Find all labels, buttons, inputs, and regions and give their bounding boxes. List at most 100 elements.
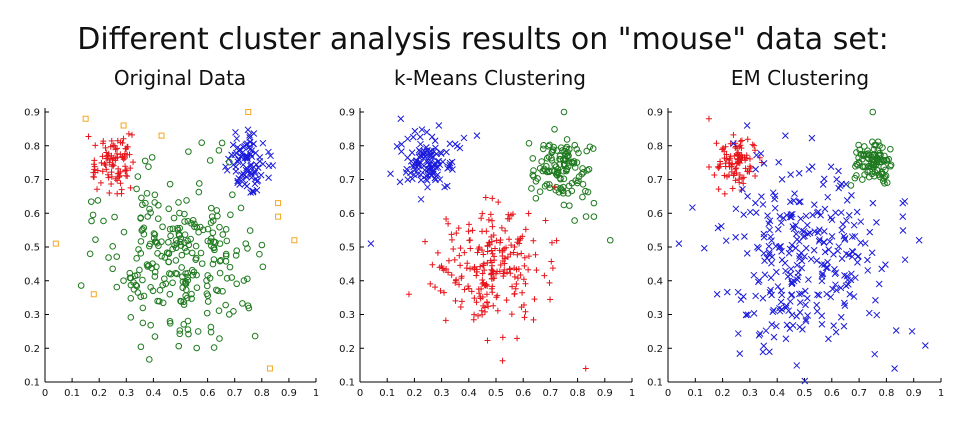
data-point-plus bbox=[505, 211, 512, 218]
data-point-plus bbox=[498, 224, 505, 231]
data-point-cross bbox=[773, 322, 780, 330]
y-tick-label: 0.9 bbox=[24, 108, 40, 119]
data-point-circle bbox=[213, 207, 221, 214]
data-point-cross bbox=[424, 183, 431, 191]
data-point-circle bbox=[541, 182, 549, 190]
data-point-plus bbox=[520, 302, 527, 309]
data-point-plus bbox=[109, 161, 116, 168]
data-point-square bbox=[291, 237, 298, 244]
data-point-plus bbox=[461, 286, 468, 293]
data-point-cross bbox=[838, 180, 846, 188]
data-point-cross bbox=[473, 132, 481, 139]
data-point-cross bbox=[404, 135, 411, 143]
data-point-plus bbox=[514, 251, 521, 258]
data-point-cross bbox=[742, 311, 750, 319]
data-point-plus bbox=[466, 221, 473, 228]
data-point-plus bbox=[726, 157, 733, 164]
data-point-plus bbox=[480, 279, 487, 286]
data-point-circle bbox=[156, 286, 164, 294]
data-point-plus bbox=[94, 167, 101, 174]
data-point-cross bbox=[783, 321, 791, 329]
data-point-plus bbox=[457, 303, 464, 310]
data-point-circle bbox=[193, 344, 201, 352]
data-point-cross bbox=[788, 210, 796, 218]
data-point-cross bbox=[410, 163, 417, 171]
data-point-circle bbox=[165, 205, 173, 213]
data-point-plus bbox=[465, 283, 472, 290]
data-point-plus bbox=[106, 189, 113, 196]
data-point-circle bbox=[546, 141, 553, 149]
data-point-plus bbox=[730, 131, 737, 138]
data-point-cross bbox=[774, 283, 782, 290]
data-point-circle bbox=[180, 298, 188, 306]
data-point-cross bbox=[768, 259, 775, 267]
data-point-plus bbox=[493, 294, 500, 301]
data-point-circle bbox=[861, 163, 869, 170]
data-point-cross bbox=[787, 265, 795, 273]
data-point-circle bbox=[207, 204, 215, 212]
data-point-cross bbox=[806, 229, 814, 237]
data-point-plus bbox=[469, 227, 476, 234]
data-point-circle bbox=[222, 257, 230, 265]
data-point-circle bbox=[134, 289, 142, 296]
data-point-plus bbox=[752, 173, 759, 180]
data-point-circle bbox=[212, 286, 220, 294]
data-point-cross bbox=[229, 141, 237, 149]
data-point-circle bbox=[145, 163, 152, 171]
data-point-cross bbox=[832, 328, 840, 336]
data-point-cross bbox=[766, 217, 774, 225]
data-point-cross bbox=[769, 189, 777, 197]
data-point-cross bbox=[788, 278, 795, 286]
data-point-circle bbox=[864, 147, 871, 155]
data-point-plus bbox=[499, 247, 506, 254]
data-point-cross bbox=[791, 190, 798, 198]
data-point-cross bbox=[234, 158, 242, 166]
data-point-square bbox=[52, 240, 59, 247]
data-point-plus bbox=[448, 231, 455, 238]
data-point-circle bbox=[146, 205, 153, 213]
data-point-cross bbox=[734, 330, 742, 337]
data-point-cross bbox=[771, 204, 779, 212]
data-point-cross bbox=[827, 293, 835, 301]
data-point-plus bbox=[506, 215, 513, 222]
data-point-plus bbox=[106, 156, 113, 163]
data-point-cross bbox=[798, 264, 806, 272]
x-tick-label: 0.6 bbox=[824, 388, 840, 399]
data-point-circle bbox=[887, 162, 894, 170]
y-tick-label: 0.5 bbox=[339, 243, 355, 254]
data-point-cross bbox=[769, 308, 777, 316]
data-point-cross bbox=[743, 122, 751, 129]
data-point-cross bbox=[899, 227, 907, 234]
data-point-circle bbox=[256, 250, 263, 258]
data-point-cross bbox=[820, 175, 828, 183]
data-point-circle bbox=[154, 215, 162, 222]
data-point-circle bbox=[566, 202, 573, 209]
data-point-plus bbox=[453, 230, 460, 237]
data-point-plus bbox=[105, 174, 112, 181]
data-point-circle bbox=[167, 232, 174, 240]
data-point-circle bbox=[560, 189, 567, 197]
data-point-plus bbox=[514, 335, 521, 342]
data-point-cross bbox=[723, 288, 731, 296]
data-point-cross bbox=[777, 298, 785, 306]
data-point-cross bbox=[778, 306, 786, 313]
y-tick-label: 0.7 bbox=[647, 175, 663, 186]
y-tick-label: 0.2 bbox=[647, 344, 663, 355]
data-point-plus bbox=[517, 271, 524, 278]
data-point-cross bbox=[398, 140, 405, 148]
data-point-plus bbox=[499, 357, 506, 364]
x-tick-label: 0.4 bbox=[461, 388, 477, 399]
data-point-circle bbox=[139, 226, 146, 233]
data-point-circle bbox=[562, 150, 570, 157]
data-point-circle bbox=[883, 156, 891, 164]
data-point-plus bbox=[482, 194, 489, 201]
data-point-circle bbox=[860, 150, 867, 158]
x-tick-label: 0.3 bbox=[742, 388, 758, 399]
data-point-circle bbox=[579, 165, 586, 172]
data-point-circle bbox=[178, 251, 186, 259]
data-point-plus bbox=[484, 299, 491, 306]
data-point-circle bbox=[176, 327, 184, 334]
data-point-cross bbox=[864, 267, 872, 274]
data-point-circle bbox=[184, 276, 192, 284]
data-point-cross bbox=[820, 228, 828, 235]
